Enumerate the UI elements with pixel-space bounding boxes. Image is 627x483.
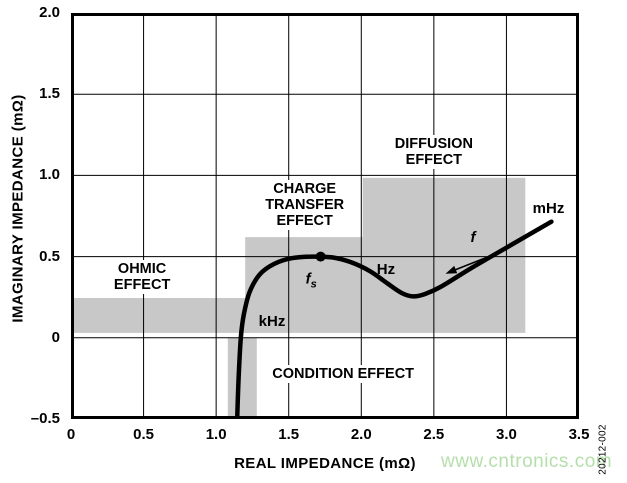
- figure-number: 20212-002: [597, 424, 609, 475]
- region-diffusion-effect: [362, 177, 526, 333]
- x-tick-label: 0.5: [133, 426, 154, 443]
- region-label-charge-transfer-effect: CHARGE TRANSFER EFFECT: [261, 179, 349, 230]
- y-tick-label: 2.0: [39, 4, 60, 21]
- region-label-line: TRANSFER: [265, 196, 345, 213]
- watermark-text: www.cntronics.com: [441, 451, 613, 472]
- x-tick-label: 3.5: [568, 426, 590, 443]
- y-axis-title: IMAGINARY IMPEDANCE (mΩ): [9, 94, 27, 323]
- x-tick-label: 1.0: [205, 426, 227, 443]
- region-label-line: EFFECT: [405, 151, 463, 168]
- mhz-label: mHz: [532, 199, 565, 217]
- frequency-direction-arrow-head: [445, 265, 458, 274]
- region-label-diffusion-effect: DIFFUSION EFFECT: [390, 134, 477, 169]
- fs-label-subscript: s: [310, 278, 317, 291]
- plot-canvas: [71, 13, 579, 419]
- y-tick-label: 0: [51, 328, 60, 346]
- region-label-line: EFFECT: [113, 276, 171, 293]
- y-tick-label: 0.5: [39, 247, 60, 265]
- region-condition-effect: [227, 337, 257, 419]
- x-axis-title: REAL IMPEDANCE (mΩ): [234, 455, 416, 472]
- khz-label: kHz: [258, 312, 286, 330]
- x-tick-label: 0: [66, 426, 76, 443]
- plot-area: OHMIC EFFECT CHARGE TRANSFER EFFECT DIFFUSION…: [71, 13, 579, 419]
- fs-point: [315, 251, 326, 262]
- region-label-line: CHARGE: [273, 180, 337, 197]
- y-tick-label: 1.5: [39, 85, 60, 103]
- region-ohmic-effect: [71, 298, 249, 333]
- y-tick-label: –0.5: [30, 410, 60, 427]
- region-label-line: DIFFUSION: [394, 135, 473, 152]
- x-tick-label: 2.0: [350, 426, 372, 443]
- region-label-line: EFFECT: [276, 212, 333, 229]
- impedance-spectrum-curve: [234, 219, 554, 419]
- plot-border: [71, 13, 579, 419]
- f-label: f: [470, 228, 476, 246]
- region-label-condition-effect: CONDITION EFFECT: [268, 365, 419, 384]
- region-label-ohmic-effect: OHMIC EFFECT: [109, 259, 175, 294]
- x-tick-label: 3.0: [495, 426, 517, 443]
- region-label-line: CONDITION EFFECT: [272, 366, 415, 383]
- frequency-direction-arrow-shaft: [452, 253, 496, 272]
- region-charge-transfer-effect: [245, 237, 363, 333]
- hz-label: Hz: [376, 260, 396, 278]
- x-tick-label: 2.5: [423, 426, 445, 443]
- fs-label: fs: [305, 270, 317, 291]
- x-tick-label: 1.5: [278, 426, 300, 443]
- y-tick-label: 1.0: [39, 166, 60, 184]
- region-label-line: OHMIC: [117, 260, 167, 277]
